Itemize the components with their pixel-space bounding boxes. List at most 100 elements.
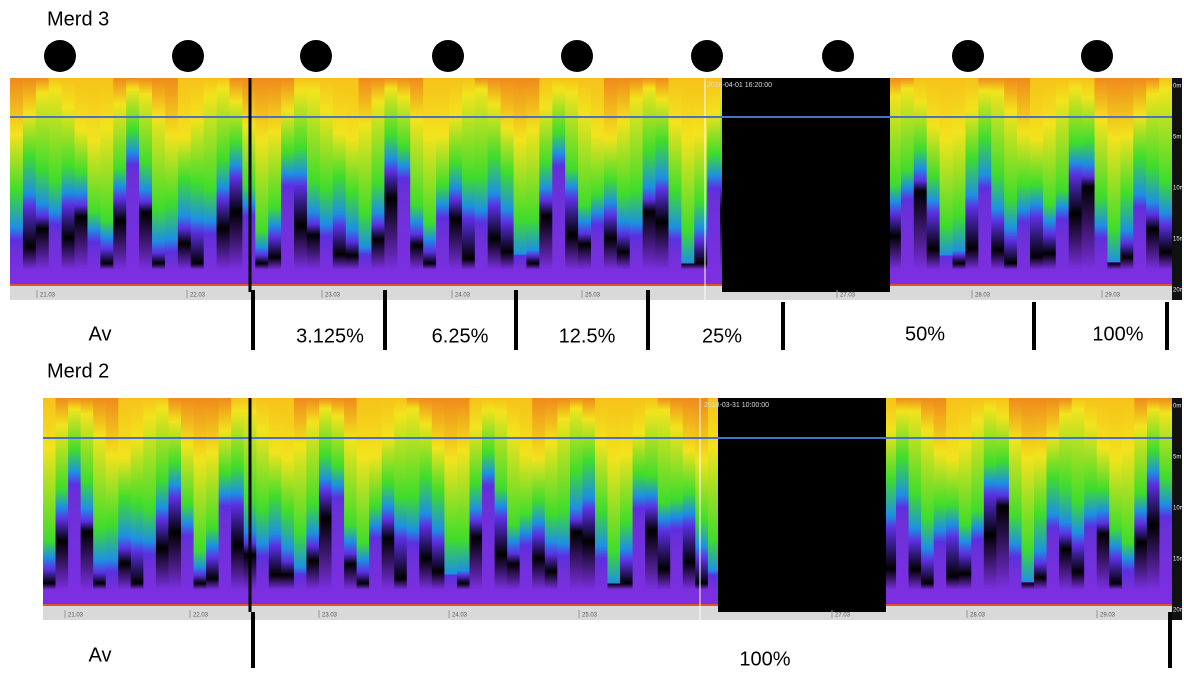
marker — [952, 40, 984, 72]
heatmap-column — [513, 78, 528, 284]
heatmap-column — [130, 398, 144, 604]
data-gap — [718, 398, 886, 612]
heatmap-column — [670, 398, 684, 604]
heatmap-column — [1021, 398, 1035, 604]
treatment-label: Av — [89, 323, 112, 345]
date-label: 29.03 — [1100, 613, 1116, 619]
heatmap-column — [694, 78, 708, 284]
heatmap-column — [87, 78, 101, 284]
depth-label: 5m — [1173, 135, 1181, 141]
heatmap-column — [456, 398, 471, 604]
heatmap-column — [74, 78, 89, 284]
date-label: 27.03 — [835, 613, 851, 619]
heatmap-column — [1034, 398, 1048, 604]
heatmap-column — [1081, 78, 1096, 284]
heatmap-column — [933, 398, 947, 604]
heatmap-column — [177, 78, 192, 284]
heatmap-column — [155, 398, 170, 604]
depth-label: 15m — [1173, 556, 1184, 562]
heatmap-column — [1059, 398, 1073, 604]
heatmap-column — [268, 78, 282, 284]
heatmap-column — [532, 398, 546, 604]
date-label: 24.03 — [452, 613, 468, 619]
marker — [691, 40, 723, 72]
heatmap-column — [436, 78, 450, 284]
heatmap-column — [345, 78, 360, 284]
date-label: 28.03 — [975, 293, 991, 299]
heatmap-column — [655, 78, 670, 284]
heatmap-column — [419, 398, 433, 604]
treatment-label: Av — [89, 644, 112, 666]
date-label: 29.03 — [1105, 293, 1121, 299]
heatmap-column — [193, 398, 207, 604]
treatment-label: 12.5% — [559, 325, 616, 347]
heatmap-column — [406, 398, 420, 604]
heatmap-column — [1029, 78, 1044, 284]
date-label: 23.03 — [322, 613, 338, 619]
heatmap-column — [632, 398, 646, 604]
date-label: 25.03 — [582, 613, 598, 619]
heatmap-column — [1146, 398, 1161, 604]
heatmap-column — [143, 398, 157, 604]
depth-label: 0m — [1173, 84, 1181, 90]
heatmap-column — [996, 398, 1010, 604]
heatmap-column — [1134, 398, 1148, 604]
heatmap-column — [461, 78, 476, 284]
heatmap-column — [991, 78, 1005, 284]
heatmap-column — [139, 78, 153, 284]
heatmap-column — [958, 398, 972, 604]
heatmap-column — [642, 78, 657, 284]
heatmap-column — [319, 78, 334, 284]
heatmap-column — [978, 78, 992, 284]
heatmap-column — [203, 78, 218, 284]
heatmap-column — [594, 398, 609, 604]
treatment-label: 3.125% — [296, 325, 364, 347]
heatmap-column — [896, 398, 910, 604]
heatmap-column — [487, 78, 502, 284]
heatmap-column — [494, 398, 508, 604]
heatmap-column — [908, 398, 922, 604]
heatmap-column — [952, 78, 967, 284]
heatmap-column — [410, 78, 424, 284]
heatmap-column — [707, 78, 721, 284]
heatmap-column — [946, 398, 960, 604]
heatmap-column — [1084, 398, 1098, 604]
heatmap-column — [913, 78, 928, 284]
heatmap-column — [668, 78, 682, 284]
date-label: 22.03 — [190, 293, 206, 299]
heatmap-column — [61, 78, 76, 284]
heatmap-column — [180, 398, 195, 604]
heatmap-column — [500, 78, 515, 284]
heatmap-column — [10, 78, 24, 284]
heatmap-column — [281, 78, 295, 284]
depth-label: 20m — [1173, 607, 1184, 613]
marker — [561, 40, 593, 72]
heatmap-column — [552, 78, 566, 284]
heatmap-column — [1133, 78, 1147, 284]
heatmap-column — [43, 398, 57, 604]
date-label: 23.03 — [325, 293, 341, 299]
heatmap-column — [306, 398, 320, 604]
heatmap-column — [1055, 78, 1070, 284]
axis-strip — [43, 604, 1172, 620]
heatmap-column — [306, 78, 321, 284]
heatmap-column — [1017, 78, 1031, 284]
heatmap-column — [1121, 398, 1135, 604]
heatmap-column — [1109, 398, 1123, 604]
panel-title: Merd 3 — [47, 8, 109, 30]
heatmap-column — [332, 78, 347, 284]
heatmap-column — [1159, 398, 1173, 604]
heatmap-column — [168, 398, 182, 604]
heatmap-column — [231, 398, 245, 604]
heatmap-column — [22, 78, 37, 284]
heatmap-column — [616, 78, 631, 284]
heatmap-column — [1042, 78, 1057, 284]
heatmap-column — [448, 78, 463, 284]
heatmap-column — [369, 398, 383, 604]
panel-title: Merd 2 — [47, 360, 109, 382]
heatmap-column — [900, 78, 915, 284]
heatmap-column — [971, 398, 985, 604]
heatmap-column — [431, 398, 446, 604]
depth-label: 10m — [1173, 505, 1184, 511]
